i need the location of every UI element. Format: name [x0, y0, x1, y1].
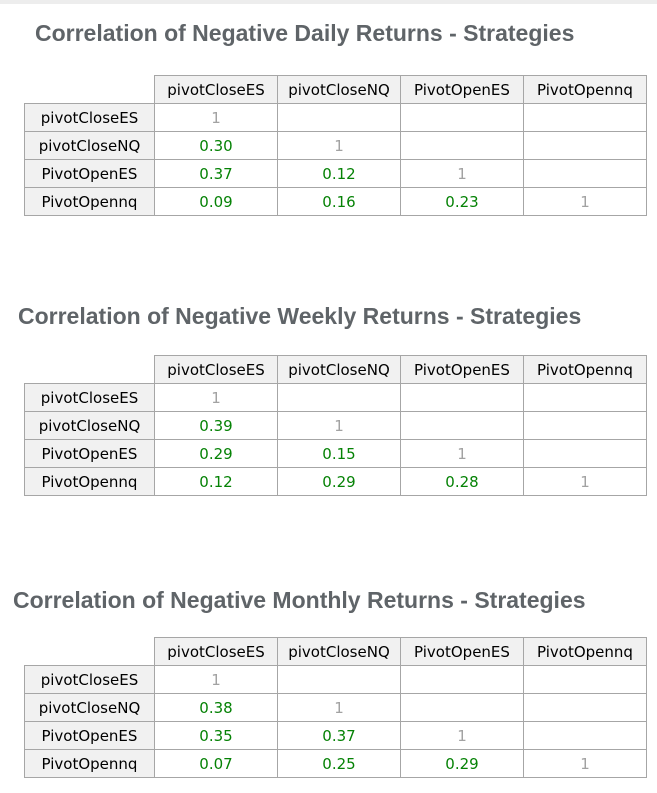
correlation-cell: 0.23: [400, 187, 524, 216]
correlation-table: pivotCloseES pivotCloseNQ PivotOpenES Pivot…: [24, 355, 647, 496]
row-header: PivotOpenES: [24, 721, 155, 750]
section-title: Correlation of Negative Monthly Returns …: [13, 587, 586, 613]
correlation-cell: [523, 721, 647, 750]
correlation-cell: 0.38: [154, 693, 278, 722]
correlation-cell: [400, 411, 524, 440]
correlation-cell: 1: [523, 467, 647, 496]
table-header-row: pivotCloseES pivotCloseNQ PivotOpenES Pivot…: [25, 637, 647, 666]
corner-cell: [25, 76, 155, 104]
correlation-cell: [400, 131, 524, 160]
correlation-cell: 0.29: [277, 467, 401, 496]
correlation-cell: [523, 665, 647, 694]
correlation-cell: 1: [154, 103, 278, 132]
correlation-cell: [523, 439, 647, 468]
correlation-cell: 1: [277, 693, 401, 722]
column-header: pivotCloseNQ: [277, 75, 401, 104]
correlation-cell: 0.07: [154, 749, 278, 778]
column-header: PivotOpennq: [523, 637, 647, 666]
correlation-cell: [277, 103, 401, 132]
correlation-cell: 0.25: [277, 749, 401, 778]
correlation-table: pivotCloseES pivotCloseNQ PivotOpenES Pivot…: [24, 637, 647, 778]
correlation-cell: 1: [154, 665, 278, 694]
correlation-cell: [523, 159, 647, 188]
table-row: pivotCloseNQ 0.30 1: [24, 131, 647, 160]
correlation-cell: 0.12: [277, 159, 401, 188]
row-header: pivotCloseES: [24, 383, 155, 412]
column-header: PivotOpenES: [400, 355, 524, 384]
row-header: pivotCloseNQ: [24, 693, 155, 722]
row-header: pivotCloseES: [24, 103, 155, 132]
correlation-cell: 0.15: [277, 439, 401, 468]
column-header: pivotCloseES: [154, 75, 278, 104]
column-header: PivotOpennq: [523, 75, 647, 104]
correlation-cell: [277, 665, 401, 694]
correlation-cell: 0.12: [154, 467, 278, 496]
correlation-cell: 1: [523, 187, 647, 216]
column-header: pivotCloseES: [154, 355, 278, 384]
correlation-cell: 1: [400, 159, 524, 188]
corner-cell: [25, 356, 155, 384]
correlation-cell: 0.29: [154, 439, 278, 468]
column-header: PivotOpenES: [400, 637, 524, 666]
table-row: pivotCloseNQ 0.38 1: [24, 693, 647, 722]
correlation-cell: [400, 665, 524, 694]
column-header: pivotCloseES: [154, 637, 278, 666]
table-row: PivotOpennq 0.07 0.25 0.29 1: [24, 749, 647, 778]
table-row: PivotOpenES 0.29 0.15 1: [24, 439, 647, 468]
row-header: PivotOpennq: [24, 467, 155, 496]
table-row: pivotCloseES 1: [24, 103, 647, 132]
table-row: pivotCloseES 1: [24, 665, 647, 694]
table-row: PivotOpennq 0.12 0.29 0.28 1: [24, 467, 647, 496]
correlation-cell: 0.28: [400, 467, 524, 496]
corner-cell: [25, 638, 155, 666]
top-divider-bar: [0, 0, 657, 4]
correlation-cell: 0.37: [277, 721, 401, 750]
table-row: PivotOpenES 0.35 0.37 1: [24, 721, 647, 750]
row-header: PivotOpenES: [24, 439, 155, 468]
correlation-cell: 0.37: [154, 159, 278, 188]
table-row: pivotCloseNQ 0.39 1: [24, 411, 647, 440]
correlation-cell: [523, 103, 647, 132]
table-row: PivotOpenES 0.37 0.12 1: [24, 159, 647, 188]
row-header: pivotCloseNQ: [24, 131, 155, 160]
column-header: PivotOpenES: [400, 75, 524, 104]
correlation-cell: 1: [277, 131, 401, 160]
row-header: pivotCloseES: [24, 665, 155, 694]
correlation-cell: [400, 693, 524, 722]
correlation-cell: 1: [400, 721, 524, 750]
column-header: pivotCloseNQ: [277, 355, 401, 384]
correlation-cell: [400, 383, 524, 412]
correlation-cell: [523, 131, 647, 160]
section-title: Correlation of Negative Weekly Returns -…: [18, 303, 582, 329]
correlation-cell: 1: [523, 749, 647, 778]
correlation-cell: 1: [154, 383, 278, 412]
column-header: PivotOpennq: [523, 355, 647, 384]
correlation-cell: 1: [277, 411, 401, 440]
correlation-table: pivotCloseES pivotCloseNQ PivotOpenES Pivot…: [24, 75, 647, 216]
correlation-cell: [523, 693, 647, 722]
correlation-cell: [523, 383, 647, 412]
table-row: PivotOpennq 0.09 0.16 0.23 1: [24, 187, 647, 216]
correlation-cell: [277, 383, 401, 412]
correlation-cell: [523, 411, 647, 440]
row-header: pivotCloseNQ: [24, 411, 155, 440]
correlation-cell: [400, 103, 524, 132]
table-header-row: pivotCloseES pivotCloseNQ PivotOpenES Pivot…: [25, 75, 647, 104]
section-title: Correlation of Negative Daily Returns - …: [35, 20, 575, 46]
row-header: PivotOpenES: [24, 159, 155, 188]
correlation-cell: 0.16: [277, 187, 401, 216]
table-header-row: pivotCloseES pivotCloseNQ PivotOpenES Pivot…: [25, 355, 647, 384]
correlation-cell: 1: [400, 439, 524, 468]
correlation-cell: 0.09: [154, 187, 278, 216]
correlation-cell: 0.30: [154, 131, 278, 160]
row-header: PivotOpennq: [24, 749, 155, 778]
table-row: pivotCloseES 1: [24, 383, 647, 412]
column-header: pivotCloseNQ: [277, 637, 401, 666]
row-header: PivotOpennq: [24, 187, 155, 216]
correlation-cell: 0.29: [400, 749, 524, 778]
correlation-cell: 0.35: [154, 721, 278, 750]
correlation-cell: 0.39: [154, 411, 278, 440]
